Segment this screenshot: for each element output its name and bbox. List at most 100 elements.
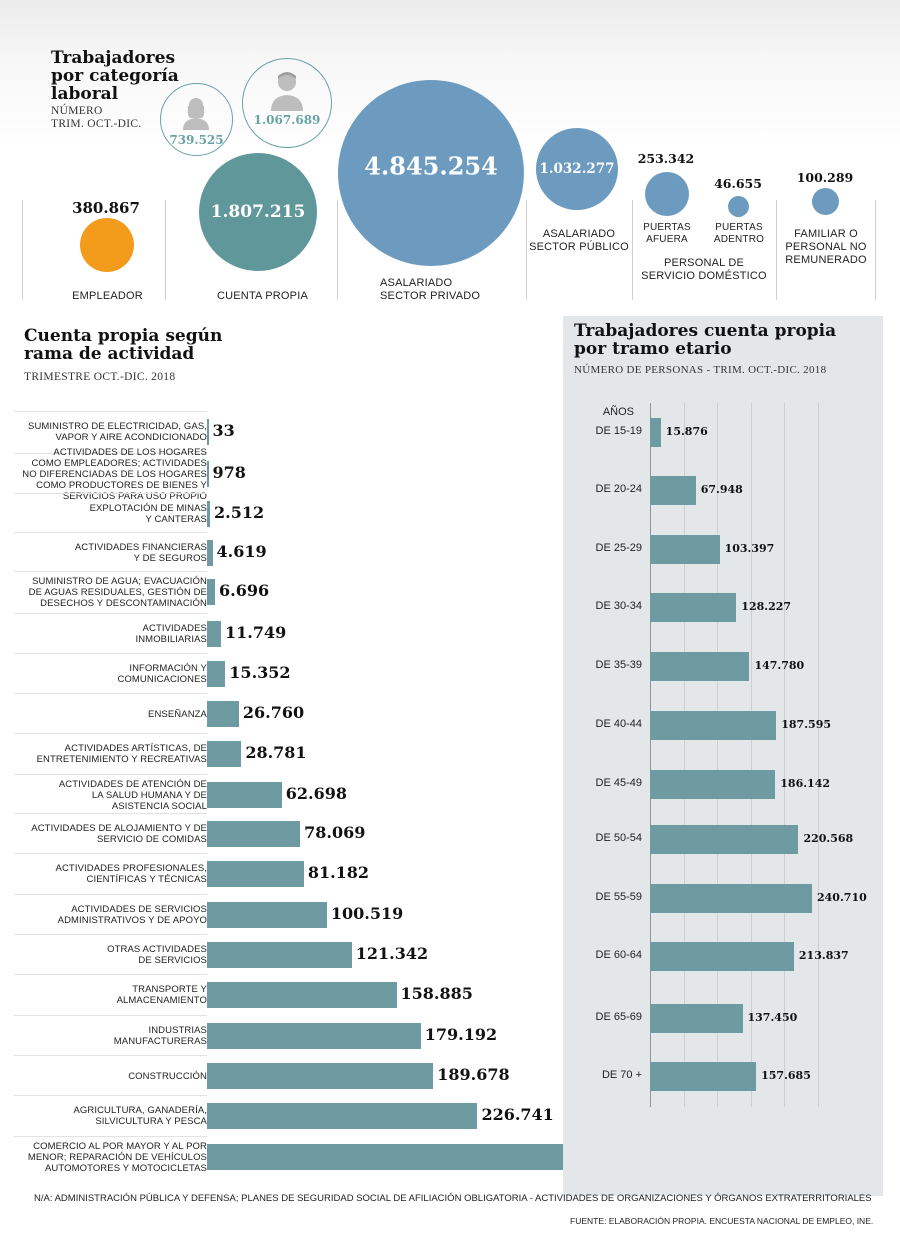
activity-label-line: SUMINISTRO DE ELECTRICIDAD, GAS, — [28, 421, 207, 432]
male-bubble: 1.067.689 — [242, 58, 332, 148]
age-label: DE 20-24 — [595, 483, 642, 495]
row-separator — [14, 493, 207, 494]
activity-label: SUMINISTRO DE ELECTRICIDAD, GAS, VAPOR Y … — [17, 421, 207, 443]
familiar-label: FAMILIAR O PERSONAL NO REMUNERADO — [778, 228, 874, 267]
activity-value: 28.781 — [245, 743, 307, 762]
puertas-adentro-label-line: PUERTAS — [715, 222, 763, 233]
left-chart-title-line: Cuenta propia según — [24, 326, 223, 346]
activity-label-line: Y CANTERAS — [145, 514, 207, 525]
right-chart-title-line: Trabajadores cuenta propia — [574, 321, 837, 341]
activity-label-line: ALMACENAMIENTO — [116, 995, 207, 1006]
activity-label-line: VAPOR Y AIRE ACONDICIONADO — [55, 432, 207, 443]
male-value: 1.067.689 — [253, 113, 321, 127]
age-value: 137.450 — [747, 1011, 798, 1024]
activity-bar — [207, 821, 301, 847]
age-value: 103.397 — [724, 542, 775, 555]
divider — [165, 200, 166, 300]
age-label: DE 15-19 — [595, 425, 642, 437]
activity-bar — [207, 861, 304, 887]
activity-bar — [207, 419, 209, 445]
domestico-label: PERSONAL DE SERVICIO DOMÉSTICO — [632, 257, 776, 283]
row-separator — [14, 653, 207, 654]
female-bubble: 739.525 — [160, 83, 233, 156]
activity-label: ACTIVIDADES FINANCIERAS Y DE SEGUROS — [17, 542, 207, 564]
activity-label: ACTIVIDADES DE ATENCIÓN DE LA SALUD HUMAN… — [17, 779, 207, 812]
activity-label-line: LA SALUD HUMANA Y DE — [91, 789, 207, 801]
main-title-line: laboral — [51, 84, 119, 104]
activity-label-line: SERVICIOS PARA USO PROPIO — [62, 490, 207, 502]
familiar-bubble — [812, 188, 839, 215]
activity-value: 6.696 — [218, 581, 270, 600]
row-separator — [14, 532, 207, 533]
row-separator — [14, 693, 207, 694]
privado-label-line: ASALARIADO — [380, 277, 453, 289]
row-separator — [14, 813, 207, 814]
privado-label: ASALARIADO SECTOR PRIVADO — [380, 277, 500, 303]
main-title-line: por categoría — [51, 66, 179, 86]
activity-label-line: ACTIVIDADES DE LOS HOGARES — [53, 446, 207, 458]
age-bar — [650, 652, 750, 681]
activity-value: 2.512 — [213, 503, 265, 522]
activity-label-line: NO DIFERENCIADAS DE LOS HOGARES — [22, 468, 207, 480]
cuenta-propia-label: CUENTA PROPIA — [216, 290, 309, 302]
domestico-label-line: PERSONAL DE — [663, 257, 745, 269]
female-value: 739.525 — [169, 133, 224, 147]
privado-bubble: 4.845.254 — [338, 80, 524, 266]
row-separator — [14, 894, 207, 895]
activity-bar — [207, 501, 210, 527]
main-subtitle: NÚMERO TRIM. OCT.-DIC. — [51, 105, 142, 131]
right-chart-subtitle: NÚMERO DE PERSONAS - TRIM. OCT.-DIC. 201… — [574, 364, 827, 376]
age-label: DE 65-69 — [595, 1011, 642, 1023]
activity-label: ACTIVIDADES PROFESIONALES, CIENTÍFICAS Y … — [17, 863, 207, 885]
activity-label: ACTIVIDADES INMOBILIARIAS — [17, 623, 207, 645]
activity-bar — [207, 942, 352, 968]
age-value: 213.837 — [798, 949, 849, 962]
puertas-afuera-label-line: PUERTAS — [643, 222, 691, 233]
activity-bar — [207, 1023, 421, 1049]
row-separator — [14, 733, 207, 734]
age-gridline — [683, 403, 685, 1107]
privado-label-line: SECTOR PRIVADO — [380, 290, 481, 302]
right-chart-title: Trabajadores cuenta propia por tramo eta… — [574, 322, 836, 358]
activity-label-line: INFORMACIÓN Y — [129, 663, 207, 674]
activity-value: 11.749 — [225, 623, 287, 642]
age-value: 128.227 — [741, 600, 792, 613]
activity-label-line: INMOBILIARIAS — [135, 634, 207, 645]
left-chart-title-line: rama de actividad — [24, 344, 195, 364]
row-separator — [14, 571, 207, 572]
activity-label-line: INDUSTRIAS — [148, 1025, 207, 1036]
activity-label: ACTIVIDADES ARTÍSTICAS, DE ENTRETENIMIENT… — [17, 743, 207, 765]
age-label: DE 70 + — [601, 1069, 642, 1081]
activity-label-line: ACTIVIDADES DE ATENCIÓN DE — [58, 778, 207, 790]
empleador-bubble — [80, 218, 134, 272]
familiar-label-line: FAMILIAR O — [794, 228, 858, 240]
activity-bar — [207, 621, 221, 647]
activity-label-line: DE AGUAS RESIDUALES, GESTIÓN DE — [28, 586, 207, 598]
publico-label: ASALARIADO SECTOR PÚBLICO — [526, 228, 632, 254]
activity-label-line: OTRAS ACTIVIDADES — [107, 944, 207, 955]
row-separator — [14, 774, 207, 775]
age-bar — [650, 770, 776, 799]
activity-label-line: ASISTENCIA SOCIAL — [111, 800, 207, 812]
activity-value: 33 — [212, 421, 235, 440]
divider — [337, 200, 338, 300]
activity-label-line: SUMINISTRO DE AGUA; EVACUACIÓN — [32, 575, 207, 587]
age-label: DE 60-64 — [595, 949, 642, 961]
age-label: DE 25-29 — [595, 542, 642, 554]
activity-value: 100.519 — [330, 904, 404, 923]
age-label: DE 45-49 — [595, 777, 642, 789]
activity-bar — [207, 1063, 434, 1089]
divider — [632, 200, 633, 300]
activity-label: COMERCIO AL POR MAYOR Y AL POR MENOR; REP… — [17, 1141, 207, 1174]
age-axis-line — [650, 403, 651, 1107]
publico-value: 1.032.277 — [539, 161, 615, 177]
left-chart-subtitle: TRIMESTRE OCT.-DIC. 2018 — [24, 371, 176, 383]
activity-label-line: ACTIVIDADES ARTÍSTICAS, DE — [64, 743, 207, 754]
main-subtitle-line: TRIM. OCT.-DIC. — [51, 118, 142, 130]
domestico-label-line: SERVICIO DOMÉSTICO — [641, 270, 767, 282]
activity-label: INFORMACIÓN Y COMUNICACIONES — [17, 663, 207, 685]
activity-label-line: CONSTRUCCIÓN — [128, 1070, 207, 1082]
empleador-label: EMPLEADOR — [72, 290, 143, 302]
familiar-label-line: REMUNERADO — [785, 254, 867, 266]
age-label: DE 55-59 — [595, 891, 642, 903]
